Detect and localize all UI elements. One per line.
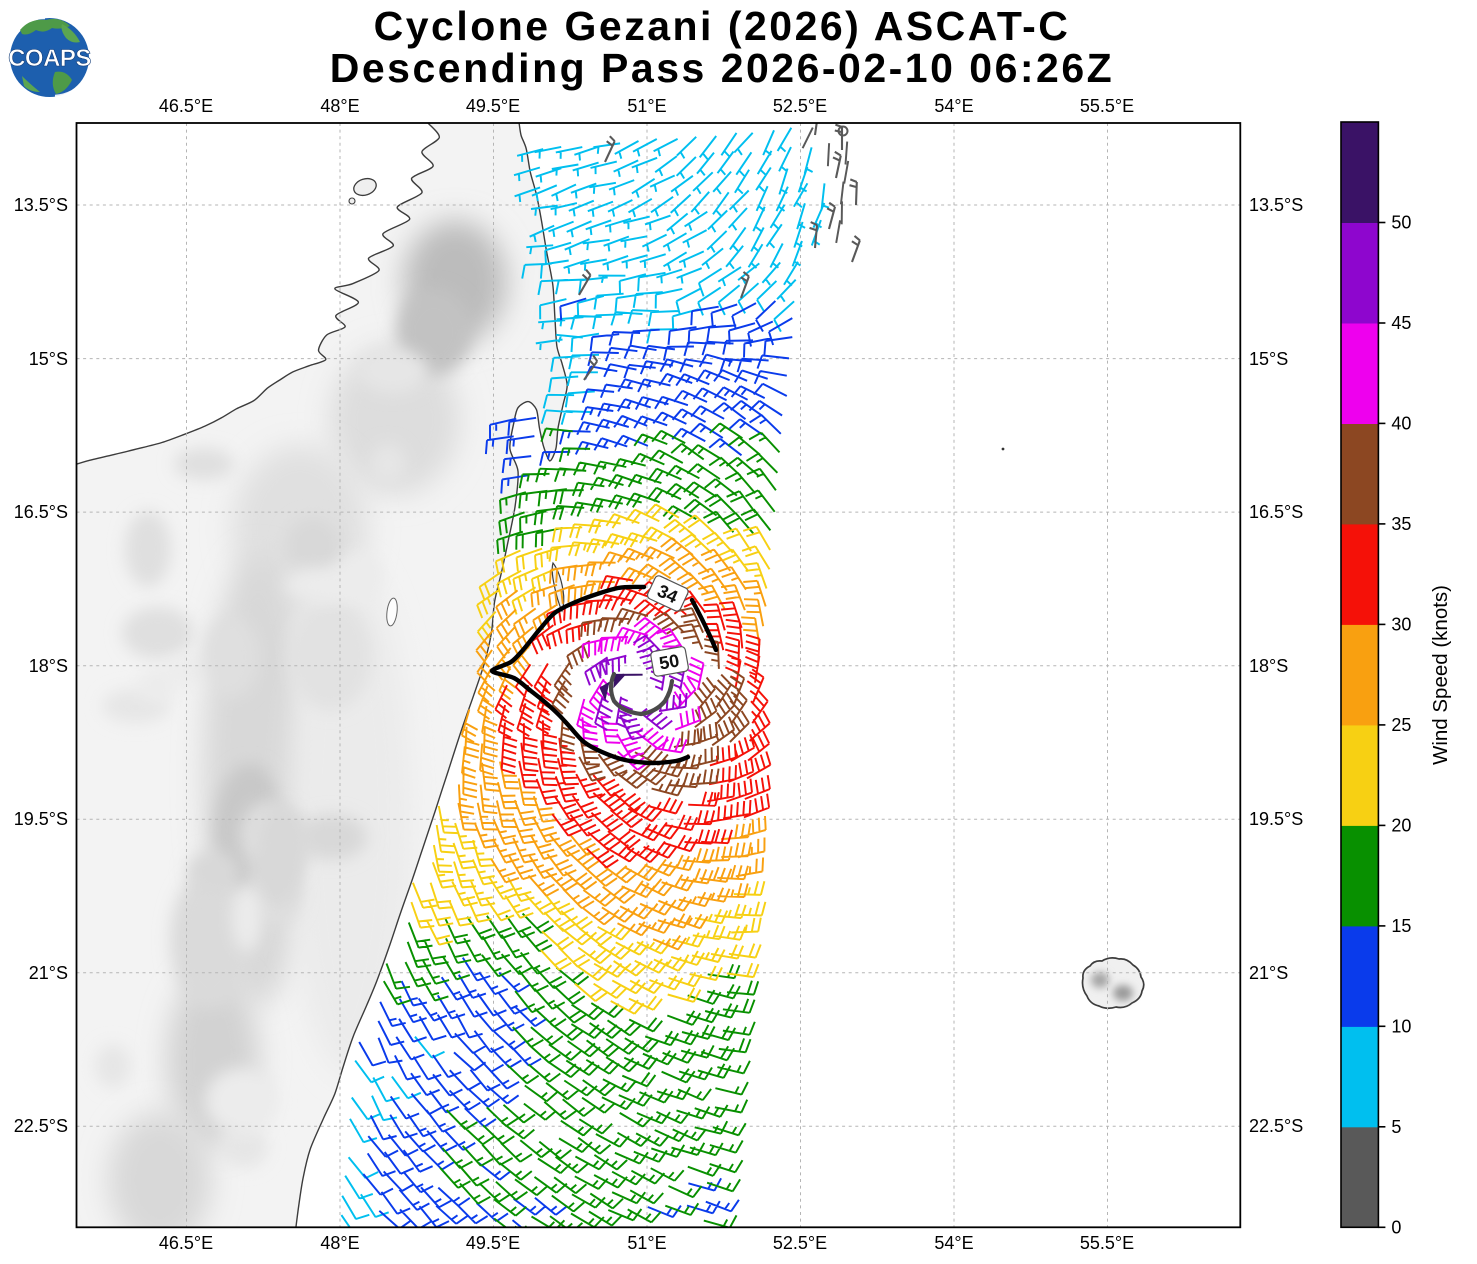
svg-text:49.5°E: 49.5°E <box>466 96 520 116</box>
svg-text:50: 50 <box>658 650 681 673</box>
svg-text:16.5°S: 16.5°S <box>1249 502 1303 522</box>
svg-text:21°S: 21°S <box>29 963 68 983</box>
svg-text:46.5°E: 46.5°E <box>159 96 213 116</box>
svg-text:10: 10 <box>1391 1016 1411 1036</box>
svg-text:48°E: 48°E <box>320 1233 359 1253</box>
svg-text:Descending Pass 2026-02-10 06:: Descending Pass 2026-02-10 06:26Z <box>330 45 1114 91</box>
svg-text:13.5°S: 13.5°S <box>14 195 68 215</box>
svg-text:51°E: 51°E <box>627 96 666 116</box>
svg-text:48°E: 48°E <box>320 96 359 116</box>
svg-text:55.5°E: 55.5°E <box>1080 96 1134 116</box>
svg-text:COAPS: COAPS <box>8 45 91 72</box>
svg-text:18°S: 18°S <box>29 656 68 676</box>
svg-text:13.5°S: 13.5°S <box>1249 195 1303 215</box>
svg-text:49.5°E: 49.5°E <box>466 1233 520 1253</box>
svg-text:30: 30 <box>1391 614 1411 634</box>
svg-text:55.5°E: 55.5°E <box>1080 1233 1134 1253</box>
svg-text:52.5°E: 52.5°E <box>773 1233 827 1253</box>
svg-text:45: 45 <box>1391 313 1411 333</box>
svg-text:Wind Speed (knots): Wind Speed (knots) <box>1429 585 1452 765</box>
svg-text:15°S: 15°S <box>29 349 68 369</box>
svg-text:54°E: 54°E <box>934 96 973 116</box>
svg-text:21°S: 21°S <box>1249 963 1288 983</box>
svg-text:20: 20 <box>1391 815 1411 835</box>
svg-text:5: 5 <box>1391 1117 1401 1137</box>
svg-text:19.5°S: 19.5°S <box>1249 809 1303 829</box>
svg-text:40: 40 <box>1391 413 1411 433</box>
svg-text:52.5°E: 52.5°E <box>773 96 827 116</box>
svg-text:18°S: 18°S <box>1249 656 1288 676</box>
svg-text:54°E: 54°E <box>934 1233 973 1253</box>
svg-text:46.5°E: 46.5°E <box>159 1233 213 1253</box>
svg-text:22.5°S: 22.5°S <box>14 1116 68 1136</box>
svg-text:25: 25 <box>1391 715 1411 735</box>
svg-text:19.5°S: 19.5°S <box>14 809 68 829</box>
svg-text:16.5°S: 16.5°S <box>14 502 68 522</box>
svg-text:15°S: 15°S <box>1249 349 1288 369</box>
svg-text:Cyclone Gezani (2026) ASCAT-C: Cyclone Gezani (2026) ASCAT-C <box>374 3 1071 49</box>
svg-text:51°E: 51°E <box>627 1233 666 1253</box>
svg-text:35: 35 <box>1391 514 1411 534</box>
svg-text:15: 15 <box>1391 916 1411 936</box>
svg-text:22.5°S: 22.5°S <box>1249 1116 1303 1136</box>
svg-text:0: 0 <box>1391 1217 1401 1237</box>
svg-text:50: 50 <box>1391 213 1411 233</box>
